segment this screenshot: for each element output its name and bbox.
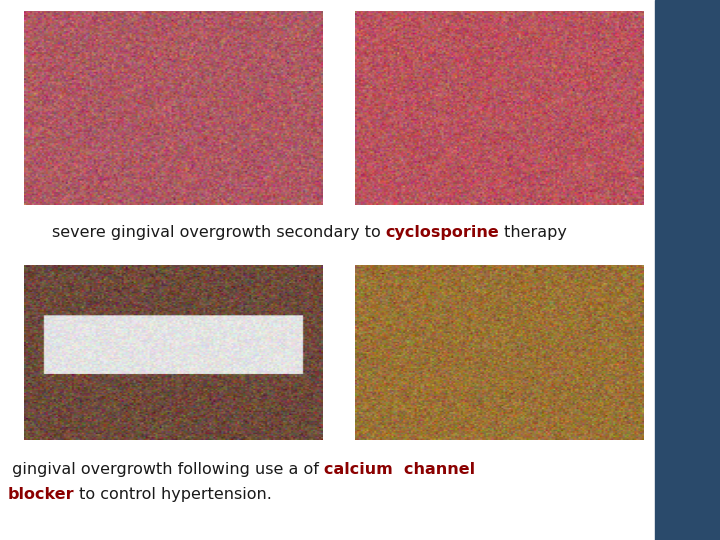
Text: cyclosporine: cyclosporine	[386, 225, 500, 240]
Bar	[655, 0, 720, 540]
Text: therapy: therapy	[500, 225, 567, 240]
Text: blocker: blocker	[7, 487, 74, 502]
Text: gingival overgrowth following use a of: gingival overgrowth following use a of	[7, 462, 324, 477]
Text: severe gingival overgrowth secondary to: severe gingival overgrowth secondary to	[52, 225, 386, 240]
Text: calcium  channel: calcium channel	[324, 462, 475, 477]
Text: to control hypertension.: to control hypertension.	[74, 487, 271, 502]
